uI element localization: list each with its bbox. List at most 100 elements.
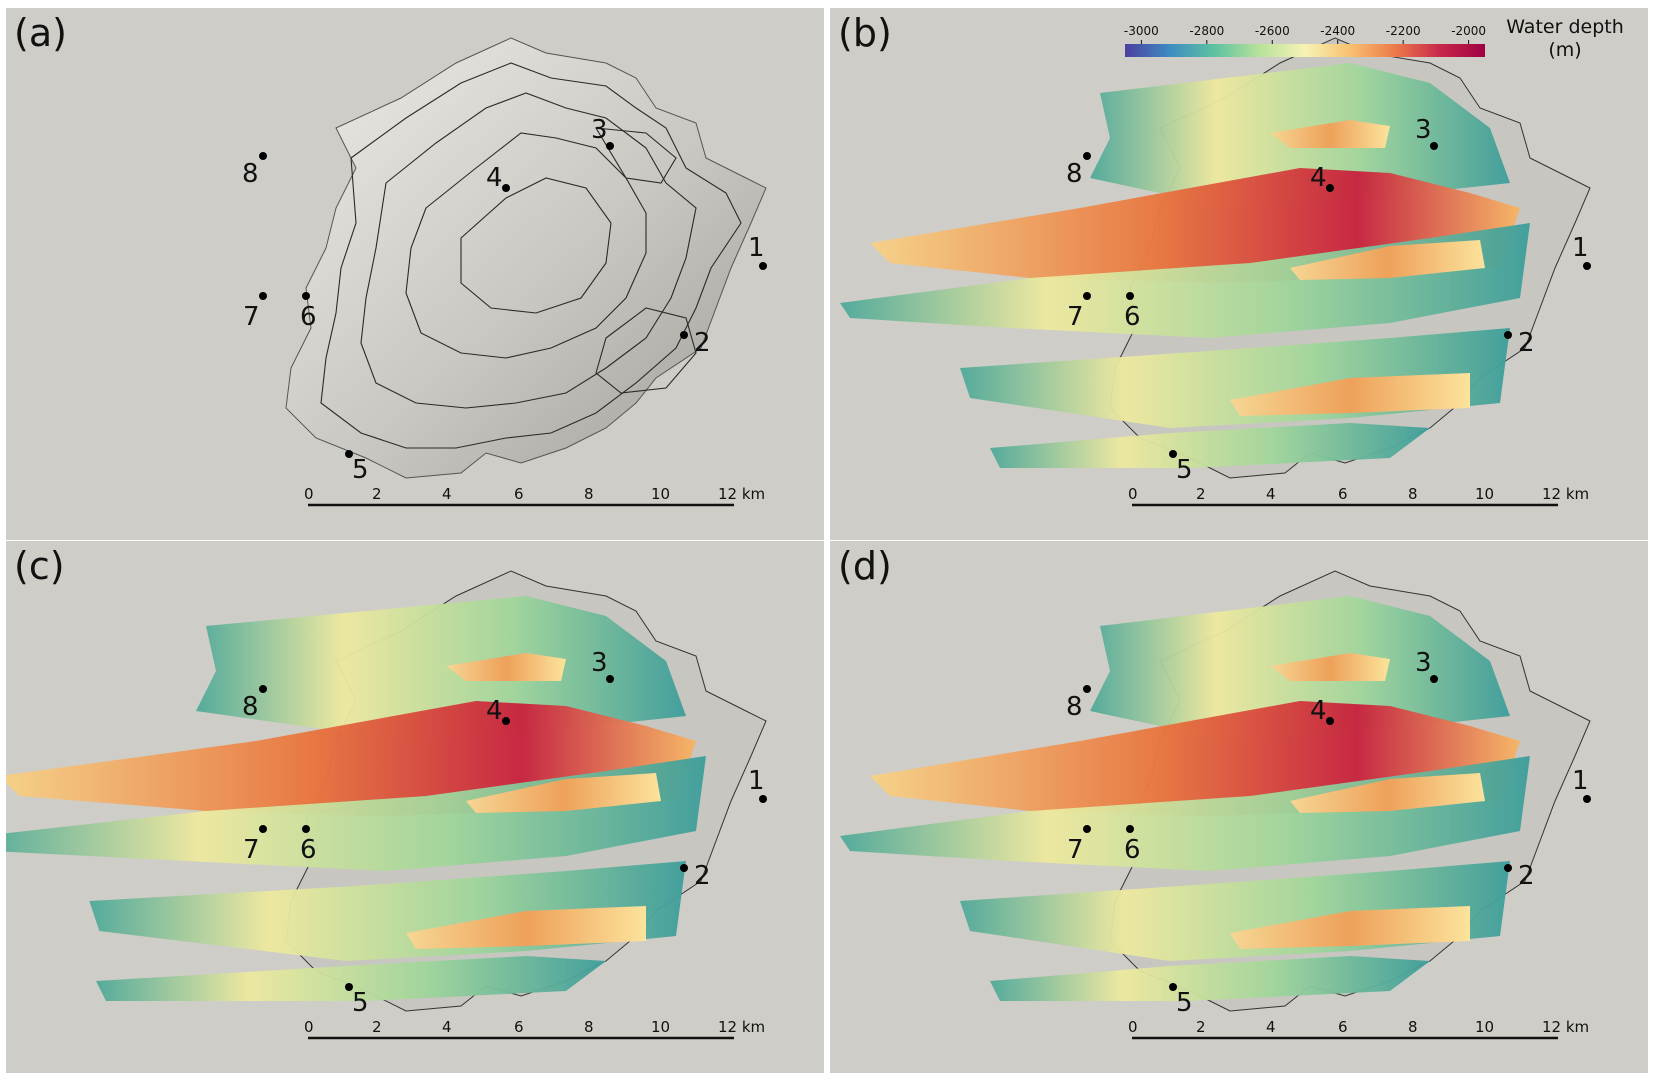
- site-markers: [259, 142, 767, 458]
- site-marker-5: [345, 450, 353, 458]
- site-label-6: 6: [1124, 835, 1141, 865]
- site-label-3: 3: [591, 648, 608, 678]
- site-marker-6: [302, 825, 310, 833]
- site-label-3: 3: [1415, 648, 1432, 678]
- scale-tick-4: 4: [1266, 485, 1276, 503]
- site-label-1: 1: [748, 766, 765, 796]
- site-marker-1: [1583, 795, 1591, 803]
- site-marker-5: [1169, 983, 1177, 991]
- site-marker-4: [502, 184, 510, 192]
- site-label-7: 7: [243, 302, 260, 332]
- scale-tick-0: 0: [304, 485, 314, 503]
- site-marker-3: [606, 142, 614, 150]
- panel-d: 1 2 3 4 5 6 7 8 0 2 4 6 8 10 12 km (d): [830, 541, 1648, 1073]
- scale-tick-2: 2: [372, 1018, 382, 1036]
- lava-flow-field: [840, 63, 1530, 468]
- scale-tick-12: 12 km: [718, 1018, 765, 1036]
- scale-tick-6: 6: [514, 485, 524, 503]
- scale-tick-8: 8: [1408, 1018, 1418, 1036]
- scale-tick-6: 6: [1338, 1018, 1348, 1036]
- seamount-relief: [285, 37, 767, 479]
- scale-bar: 0 2 4 6 8 10 12 km: [304, 1018, 765, 1040]
- site-marker-6: [1126, 292, 1134, 300]
- scale-tick-4: 4: [442, 1018, 452, 1036]
- site-marker-1: [759, 795, 767, 803]
- site-marker-7: [1083, 292, 1091, 300]
- site-label-4: 4: [486, 163, 503, 193]
- site-label-8: 8: [242, 692, 259, 722]
- site-label-2: 2: [694, 328, 711, 358]
- site-label-7: 7: [243, 835, 260, 865]
- lava-flow-warm-lobe-north: [446, 653, 566, 681]
- site-markers: [1083, 142, 1591, 458]
- site-marker-5: [1169, 450, 1177, 458]
- scale-bar: 0 2 4 6 8 10 12 km: [1128, 485, 1589, 507]
- site-marker-7: [259, 825, 267, 833]
- site-label-8: 8: [242, 159, 259, 189]
- site-marker-6: [1126, 825, 1134, 833]
- lava-flow-warm-lobe-east: [1290, 773, 1485, 813]
- scale-bar: 0 2 4 6 8 10 12 km: [1128, 1018, 1589, 1040]
- scale-tick-10: 10: [651, 1018, 670, 1036]
- contour-lines: [320, 62, 742, 449]
- panel-label-b: (b): [838, 11, 892, 55]
- lava-flow-middle: [840, 223, 1530, 338]
- panel-a: 1 2 3 4 5 6 7 8 0 2 4 6 8 10 12 km: [6, 8, 824, 540]
- site-label-6: 6: [300, 835, 317, 865]
- site-label-4: 4: [486, 696, 503, 726]
- site-marker-2: [680, 864, 688, 872]
- site-marker-3: [606, 675, 614, 683]
- site-markers: [259, 675, 767, 991]
- colorbar-tick-label: -2000: [1451, 24, 1486, 38]
- scale-tick-12: 12 km: [1542, 485, 1589, 503]
- site-marker-2: [680, 331, 688, 339]
- lava-flow-warm-lobe-north: [1270, 120, 1390, 148]
- lava-flow-warm-lobe-east: [466, 773, 661, 813]
- site-label-1: 1: [1572, 233, 1589, 263]
- site-marker-1: [759, 262, 767, 270]
- scale-tick-0: 0: [1128, 1018, 1138, 1036]
- panel-b: 1 2 3 4 5 6 7 8 0 2 4 6 8 10 12 km (b): [830, 8, 1648, 540]
- scale-tick-6: 6: [514, 1018, 524, 1036]
- panel-label-c: (c): [14, 544, 65, 588]
- site-label-2: 2: [694, 861, 711, 891]
- scale-tick-8: 8: [584, 1018, 594, 1036]
- colorbar-title: Water depth: [1506, 16, 1624, 38]
- site-label-6: 6: [300, 302, 317, 332]
- colorbar-unit: (m): [1548, 39, 1581, 61]
- panel-a-map: 1 2 3 4 5 6 7 8 0 2 4 6 8 10 12 km: [242, 37, 767, 507]
- site-marker-4: [502, 717, 510, 725]
- scale-tick-10: 10: [1475, 485, 1494, 503]
- site-marker-7: [259, 292, 267, 300]
- colorbar-ramp: [1125, 44, 1485, 57]
- lava-flow-north: [196, 596, 686, 741]
- colorbar-tick-label: -2400: [1320, 24, 1355, 38]
- site-marker-8: [1083, 685, 1091, 693]
- lava-flow-southern-tail: [96, 956, 606, 1001]
- colorbar-tick-label: -2600: [1255, 24, 1290, 38]
- scale-tick-4: 4: [1266, 1018, 1276, 1036]
- site-label-5: 5: [352, 988, 369, 1018]
- scale-tick-8: 8: [584, 485, 594, 503]
- site-marker-4: [1326, 717, 1334, 725]
- scale-tick-8: 8: [1408, 485, 1418, 503]
- site-marker-8: [1083, 152, 1091, 160]
- scale-tick-12: 12 km: [1542, 1018, 1589, 1036]
- scale-tick-2: 2: [372, 485, 382, 503]
- site-label-3: 3: [1415, 115, 1432, 145]
- site-marker-5: [345, 983, 353, 991]
- site-marker-8: [259, 152, 267, 160]
- scale-bar: 0 2 4 6 8 10 12 km: [304, 485, 765, 507]
- site-label-8: 8: [1066, 159, 1083, 189]
- lava-flow-warm-lobe-south: [1230, 906, 1470, 949]
- site-label-1: 1: [1572, 766, 1589, 796]
- scale-tick-2: 2: [1196, 485, 1206, 503]
- site-marker-8: [259, 685, 267, 693]
- site-marker-2: [1504, 864, 1512, 872]
- lava-flow-warm-lobe-south: [1230, 373, 1470, 416]
- colorbar-tick-label: -3000: [1124, 24, 1159, 38]
- scale-tick-12: 12 km: [718, 485, 765, 503]
- site-label-6: 6: [1124, 302, 1141, 332]
- scale-tick-0: 0: [304, 1018, 314, 1036]
- site-marker-2: [1504, 331, 1512, 339]
